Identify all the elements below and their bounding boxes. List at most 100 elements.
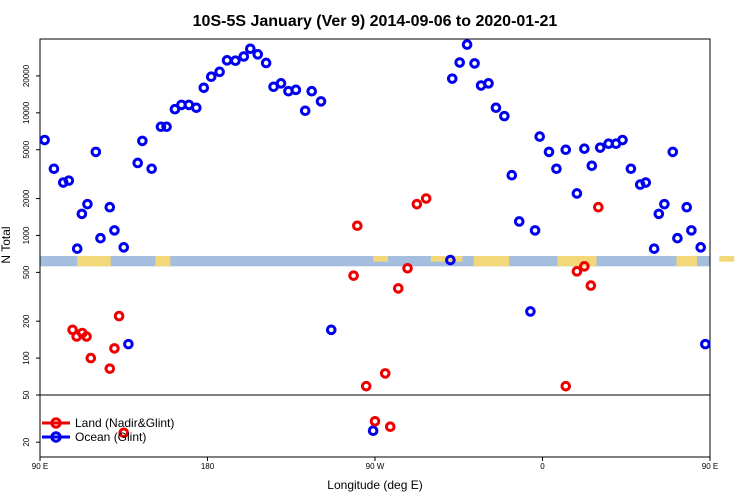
land-point	[585, 280, 597, 291]
ocean-point	[325, 324, 337, 336]
land-point	[113, 310, 125, 322]
land-point	[579, 261, 590, 272]
land-point	[85, 352, 97, 364]
ocean-point	[95, 232, 106, 244]
ocean-point	[529, 225, 541, 236]
ocean-point	[543, 146, 555, 158]
land-point	[348, 270, 359, 281]
y-axis-label: N Total	[0, 226, 13, 263]
land-point	[392, 283, 404, 294]
ocean-point	[104, 201, 116, 213]
legend-ocean-label: Ocean (Glint)	[75, 430, 146, 444]
ocean-point	[290, 84, 302, 96]
land-point	[402, 262, 413, 274]
ocean-point	[445, 254, 456, 266]
ocean-point	[579, 143, 590, 154]
world-map-strip	[40, 255, 735, 267]
x-tick-label: 90 W	[366, 462, 385, 471]
ocean-point	[191, 102, 202, 114]
land-point	[352, 220, 363, 232]
ocean-point	[586, 160, 598, 172]
land-point	[104, 363, 116, 374]
land-point	[560, 380, 572, 392]
ocean-point	[63, 175, 75, 186]
ocean-point	[667, 146, 679, 158]
x-tick-label: 0	[540, 462, 545, 471]
ocean-point	[686, 225, 697, 236]
y-tick-label: 20000	[22, 64, 31, 87]
ocean-point	[672, 232, 683, 244]
ocean-point	[525, 306, 536, 317]
ocean-point	[123, 338, 134, 350]
ocean-point	[299, 105, 311, 117]
map-land-segment	[77, 255, 111, 267]
ocean-point	[700, 338, 711, 350]
ocean-point	[551, 163, 562, 175]
ocean-point	[571, 188, 583, 199]
ocean-point	[653, 208, 665, 220]
y-tick-label: 5000	[22, 140, 31, 158]
ocean-point	[659, 198, 670, 210]
ocean-point	[446, 73, 458, 84]
ocean-point	[640, 177, 652, 188]
ocean-point	[82, 198, 93, 210]
ocean-point	[252, 49, 264, 60]
ocean-point	[594, 142, 606, 153]
y-tick-label: 50	[22, 390, 31, 399]
ocean-point	[625, 163, 637, 175]
ocean-point	[260, 57, 272, 69]
ocean-point	[161, 121, 172, 133]
ocean-point	[469, 58, 480, 69]
ocean-point	[499, 110, 510, 122]
x-axis-label: Longitude (deg E)	[327, 478, 422, 492]
ocean-point	[534, 131, 546, 142]
ocean-point	[118, 242, 130, 253]
ocean-point	[76, 208, 88, 220]
ocean-point	[132, 157, 144, 169]
map-land-segment	[719, 255, 735, 262]
land-point	[360, 380, 372, 392]
ocean-point	[513, 216, 525, 227]
y-tick-label: 100	[22, 351, 31, 365]
ocean-point	[461, 39, 473, 50]
land-point	[420, 193, 432, 204]
map-land-segment	[676, 255, 697, 267]
ocean-point	[155, 121, 167, 133]
ocean-point	[198, 82, 210, 94]
ocean-point	[275, 78, 287, 89]
ocean-point	[306, 85, 318, 97]
y-tick-label: 2000	[22, 189, 31, 207]
ocean-point	[245, 43, 256, 55]
ocean-point	[48, 163, 60, 175]
land-point	[593, 201, 604, 213]
land-point	[411, 198, 423, 210]
map-land-segment	[473, 255, 509, 267]
chart-title: 10S-5S January (Ver 9) 2014-09-06 to 202…	[193, 13, 558, 30]
ocean-point	[490, 102, 502, 114]
legend-ocean-marker	[50, 431, 62, 443]
map-land-segment	[155, 255, 171, 267]
ocean-point	[681, 201, 693, 213]
ocean-point	[205, 71, 217, 83]
land-point	[369, 416, 381, 427]
land-point	[109, 343, 120, 354]
x-tick-label: 180	[201, 462, 215, 471]
x-axis: 90 E 180 90 W 0 90 E	[32, 457, 718, 471]
legend: Land (Nadir&Glint) Ocean (Glint)	[42, 416, 174, 444]
land-point	[81, 331, 92, 342]
ocean-point	[695, 242, 706, 253]
ocean-point	[367, 425, 379, 436]
ocean-point	[483, 78, 494, 89]
map-land-segment	[557, 255, 597, 267]
ocean-point	[454, 57, 465, 68]
y-tick-label: 10000	[22, 101, 31, 124]
legend-land-marker	[50, 417, 62, 429]
ocean-point	[214, 66, 225, 78]
ocean-point	[230, 55, 241, 67]
y-tick-label: 200	[22, 314, 31, 328]
data-points	[39, 39, 711, 439]
main-panel-frame	[39, 38, 711, 396]
ocean-point	[109, 225, 120, 236]
ocean-point	[39, 134, 50, 146]
